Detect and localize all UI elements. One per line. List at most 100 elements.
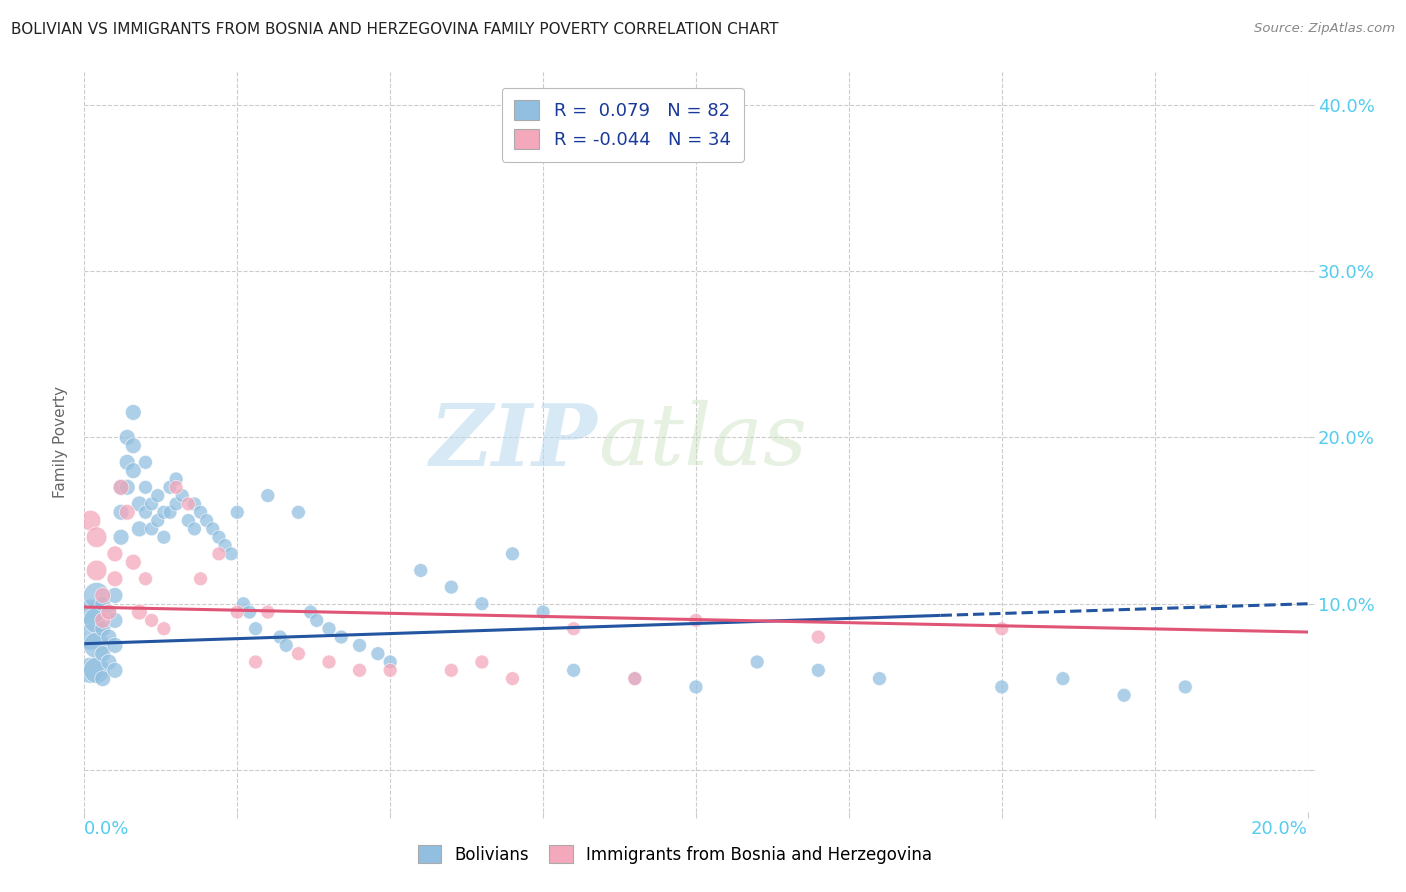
Point <box>97 655 120 669</box>
Point <box>214 539 236 553</box>
Point <box>172 489 194 503</box>
Point <box>110 480 132 494</box>
Point <box>122 464 145 478</box>
Point <box>318 622 340 636</box>
Point <box>165 497 187 511</box>
Point <box>141 497 163 511</box>
Point <box>807 630 830 644</box>
Point <box>257 605 280 619</box>
Point <box>104 547 127 561</box>
Point <box>440 663 463 677</box>
Point <box>110 530 132 544</box>
Point <box>159 505 181 519</box>
Point <box>245 655 267 669</box>
Point <box>624 672 647 686</box>
Text: 0.0%: 0.0% <box>84 820 129 838</box>
Point <box>190 505 212 519</box>
Point <box>349 663 371 677</box>
Point <box>226 605 249 619</box>
Point <box>367 647 389 661</box>
Point <box>380 655 402 669</box>
Point <box>110 505 132 519</box>
Point <box>153 530 176 544</box>
Point <box>238 605 260 619</box>
Point <box>471 597 494 611</box>
Point <box>208 547 231 561</box>
Point <box>91 589 114 603</box>
Point <box>287 647 309 661</box>
Point <box>991 680 1014 694</box>
Legend: R =  0.079   N = 82, R = -0.044   N = 34: R = 0.079 N = 82, R = -0.044 N = 34 <box>502 87 744 161</box>
Point <box>86 663 108 677</box>
Point <box>141 614 163 628</box>
Point <box>380 663 402 677</box>
Point <box>190 572 212 586</box>
Text: atlas: atlas <box>598 401 807 483</box>
Point <box>502 672 524 686</box>
Point <box>79 663 101 677</box>
Point <box>79 630 101 644</box>
Point <box>562 622 585 636</box>
Point <box>440 580 463 594</box>
Point <box>183 522 205 536</box>
Point <box>269 630 291 644</box>
Point <box>86 564 108 578</box>
Point <box>128 522 150 536</box>
Point <box>97 630 120 644</box>
Point <box>869 672 891 686</box>
Point <box>122 405 145 419</box>
Point <box>177 497 200 511</box>
Point <box>165 472 187 486</box>
Point <box>685 680 707 694</box>
Point <box>287 505 309 519</box>
Point <box>91 647 114 661</box>
Point <box>257 489 280 503</box>
Point <box>318 655 340 669</box>
Point <box>747 655 769 669</box>
Point <box>146 514 169 528</box>
Point <box>807 663 830 677</box>
Point <box>531 605 554 619</box>
Point <box>1114 688 1136 702</box>
Point <box>153 622 176 636</box>
Point <box>104 638 127 652</box>
Point <box>91 622 114 636</box>
Point <box>97 605 120 619</box>
Point <box>86 638 108 652</box>
Point <box>165 480 187 494</box>
Point <box>991 622 1014 636</box>
Point <box>110 480 132 494</box>
Point <box>330 630 353 644</box>
Point <box>624 672 647 686</box>
Point <box>86 589 108 603</box>
Point <box>115 455 138 469</box>
Point <box>146 489 169 503</box>
Point <box>471 655 494 669</box>
Point <box>226 505 249 519</box>
Point <box>208 530 231 544</box>
Point <box>153 505 176 519</box>
Y-axis label: Family Poverty: Family Poverty <box>53 385 69 498</box>
Point <box>409 564 432 578</box>
Point <box>115 505 138 519</box>
Point <box>122 439 145 453</box>
Text: ZIP: ZIP <box>430 400 598 483</box>
Point <box>86 614 108 628</box>
Point <box>502 547 524 561</box>
Point <box>177 514 200 528</box>
Point <box>97 605 120 619</box>
Point <box>276 638 298 652</box>
Point <box>115 480 138 494</box>
Point <box>104 589 127 603</box>
Point <box>195 514 218 528</box>
Point <box>79 605 101 619</box>
Point <box>562 663 585 677</box>
Point <box>232 597 254 611</box>
Text: Source: ZipAtlas.com: Source: ZipAtlas.com <box>1254 22 1395 36</box>
Point <box>128 605 150 619</box>
Point <box>141 522 163 536</box>
Legend: Bolivians, Immigrants from Bosnia and Herzegovina: Bolivians, Immigrants from Bosnia and He… <box>411 838 939 871</box>
Point <box>91 614 114 628</box>
Text: BOLIVIAN VS IMMIGRANTS FROM BOSNIA AND HERZEGOVINA FAMILY POVERTY CORRELATION CH: BOLIVIAN VS IMMIGRANTS FROM BOSNIA AND H… <box>11 22 779 37</box>
Point <box>135 455 157 469</box>
